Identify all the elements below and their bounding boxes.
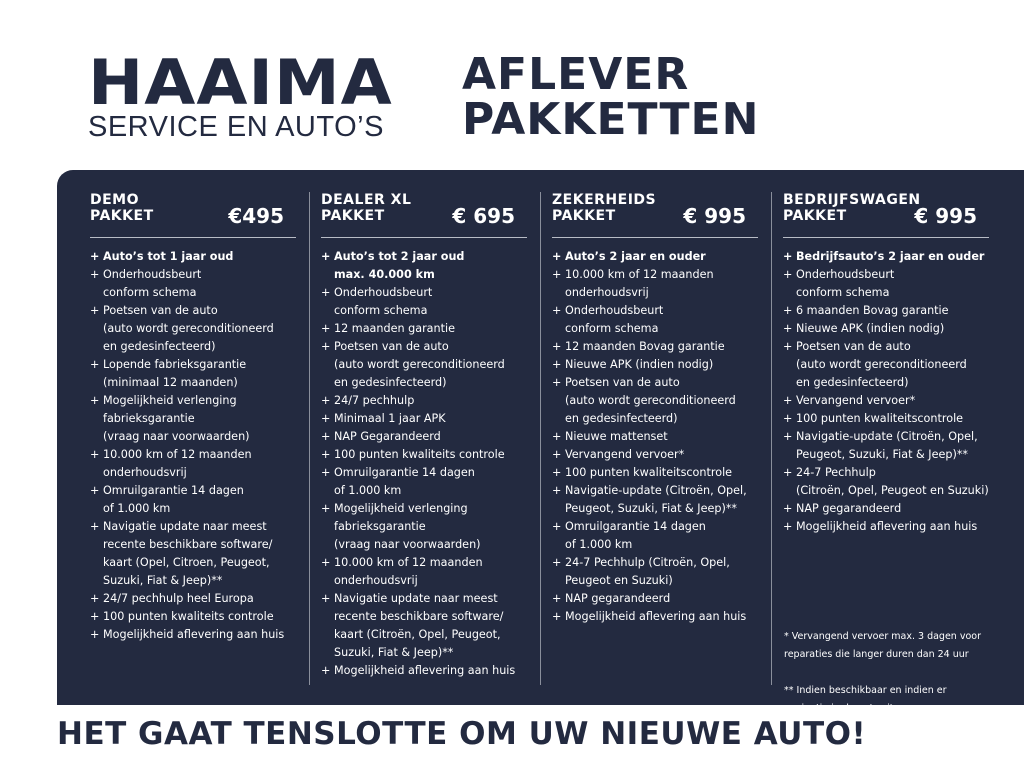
list-item: Navigatie update naar meest recente besc… [321, 590, 527, 662]
footnote: ** Indien beschikbaar en indien er navig… [784, 685, 947, 714]
list-item: Navigatie-update (Citroën, Opel, Peugeot… [552, 482, 758, 518]
list-item: 100 punten kwaliteitscontrole [552, 464, 758, 482]
list-item: Bedrijfsauto’s 2 jaar en ouder [783, 248, 989, 266]
package-name: DEMO [90, 192, 140, 208]
list-item: NAP gegarandeerd [783, 500, 989, 518]
footnotes: * Vervangend vervoer max. 3 dagen voor r… [784, 610, 981, 736]
list-item: 24-7 Pechhulp (Citroën, Opel, Peugeot en… [552, 554, 758, 590]
package-header: DEMO PAKKET €495 [90, 192, 296, 238]
list-item: Navigatie-update (Citroën, Opel, Peugeot… [783, 428, 989, 464]
package-name: ZEKERHEIDS [552, 192, 657, 208]
package-price: €495 [228, 204, 284, 228]
list-item: 10.000 km of 12 maanden onderhoudsvrij [321, 554, 527, 590]
package-column: ZEKERHEIDS PAKKET € 995 Auto’s 2 jaar en … [552, 192, 758, 626]
list-item: Nieuwe mattenset [552, 428, 758, 446]
list-item: Nieuwe APK (indien nodig) [552, 356, 758, 374]
tagline: HET GAAT TENSLOTTE OM UW NIEUWE AUTO! [57, 716, 867, 752]
package-price: € 995 [683, 204, 746, 228]
package-name: PAKKET [783, 208, 847, 224]
haaima-logo: HAAIMA SERVICE EN AUTO’S [88, 50, 393, 142]
list-item: Onderhoudsbeurt conform schema [90, 266, 296, 302]
package-column: DEMO PAKKET €495 Auto’s tot 1 jaar oudOnd… [90, 192, 296, 644]
list-item: 6 maanden Bovag garantie [783, 302, 989, 320]
page-title: AFLEVER PAKKETTEN [462, 52, 759, 142]
list-item: 100 punten kwaliteits controle [90, 608, 296, 626]
footnote: * Vervangend vervoer max. 3 dagen voor r… [784, 631, 981, 660]
list-item: Mogelijkheid verlenging fabrieksgarantie… [321, 500, 527, 554]
column-divider [309, 192, 310, 685]
list-item: Poetsen van de auto (auto wordt gerecond… [783, 338, 989, 392]
package-name: PAKKET [90, 208, 154, 224]
column-divider [771, 192, 772, 685]
list-item: Auto’s tot 1 jaar oud [90, 248, 296, 266]
list-item: Auto’s 2 jaar en ouder [552, 248, 758, 266]
list-item: Mogelijkheid aflevering aan huis [90, 626, 296, 644]
feature-list: Bedrijfsauto’s 2 jaar en ouderOnderhouds… [783, 248, 989, 536]
package-name: BEDRIJFSWAGEN [783, 192, 921, 208]
logo-name: HAAIMA [88, 45, 393, 120]
title-line-2: PAKKETTEN [462, 94, 760, 145]
list-item: Auto’s tot 2 jaar oud max. 40.000 km [321, 248, 527, 284]
package-name: PAKKET [321, 208, 385, 224]
package-name: DEALER XL [321, 192, 412, 208]
feature-list: Auto’s tot 2 jaar oud max. 40.000 kmOnde… [321, 248, 527, 680]
list-item: Poetsen van de auto (auto wordt gerecond… [321, 338, 527, 392]
list-item: Minimaal 1 jaar APK [321, 410, 527, 428]
column-divider [540, 192, 541, 685]
package-price: € 995 [914, 204, 977, 228]
list-item: Omruilgarantie 14 dagen of 1.000 km [90, 482, 296, 518]
list-item: Omruilgarantie 14 dagen of 1.000 km [321, 464, 527, 500]
list-item: 24/7 pechhulp heel Europa [90, 590, 296, 608]
package-header: ZEKERHEIDS PAKKET € 995 [552, 192, 758, 238]
list-item: Mogelijkheid aflevering aan huis [783, 518, 989, 536]
list-item: 100 punten kwaliteitscontrole [783, 410, 989, 428]
package-column: DEALER XL PAKKET € 695 Auto’s tot 2 jaar … [321, 192, 527, 680]
package-column: BEDRIJFSWAGEN PAKKET € 995 Bedrijfsauto’s… [783, 192, 989, 536]
list-item: 12 maanden garantie [321, 320, 527, 338]
package-header: DEALER XL PAKKET € 695 [321, 192, 527, 238]
list-item: Omruilgarantie 14 dagen of 1.000 km [552, 518, 758, 554]
package-header: BEDRIJFSWAGEN PAKKET € 995 [783, 192, 989, 238]
title-line-1: AFLEVER [462, 49, 690, 100]
list-item: 24-7 Pechhulp (Citroën, Opel, Peugeot en… [783, 464, 989, 500]
list-item: 10.000 km of 12 maanden onderhoudsvrij [552, 266, 758, 302]
list-item: Onderhoudsbeurt conform schema [783, 266, 989, 302]
list-item: Mogelijkheid aflevering aan huis [552, 608, 758, 626]
package-name: PAKKET [552, 208, 616, 224]
packages-panel: BEDRIJFSWAGEN PAKKET € 995 Bedrijfsauto’s… [57, 170, 1024, 714]
list-item: 100 punten kwaliteits controle [321, 446, 527, 464]
feature-list: Auto’s 2 jaar en ouder10.000 km of 12 ma… [552, 248, 758, 626]
list-item: 12 maanden Bovag garantie [552, 338, 758, 356]
list-item: Vervangend vervoer* [552, 446, 758, 464]
list-item: Navigatie update naar meest recente besc… [90, 518, 296, 590]
list-item: Lopende fabrieksgarantie (minimaal 12 ma… [90, 356, 296, 392]
list-item: Nieuwe APK (indien nodig) [783, 320, 989, 338]
list-item: Poetsen van de auto (auto wordt gerecond… [90, 302, 296, 356]
list-item: Mogelijkheid aflevering aan huis [321, 662, 527, 680]
list-item: NAP gegarandeerd [552, 590, 758, 608]
logo-subtitle: SERVICE EN AUTO’S [88, 111, 384, 143]
list-item: 24/7 pechhulp [321, 392, 527, 410]
feature-list: Auto’s tot 1 jaar oudOnderhoudsbeurt con… [90, 248, 296, 644]
list-item: Mogelijkheid verlenging fabrieksgarantie… [90, 392, 296, 446]
list-item: Vervangend vervoer* [783, 392, 989, 410]
package-price: € 695 [452, 204, 515, 228]
list-item: Poetsen van de auto (auto wordt gerecond… [552, 374, 758, 428]
list-item: 10.000 km of 12 maanden onderhoudsvrij [90, 446, 296, 482]
list-item: Onderhoudsbeurt conform schema [552, 302, 758, 338]
list-item: NAP Gegarandeerd [321, 428, 527, 446]
list-item: Onderhoudsbeurt conform schema [321, 284, 527, 320]
